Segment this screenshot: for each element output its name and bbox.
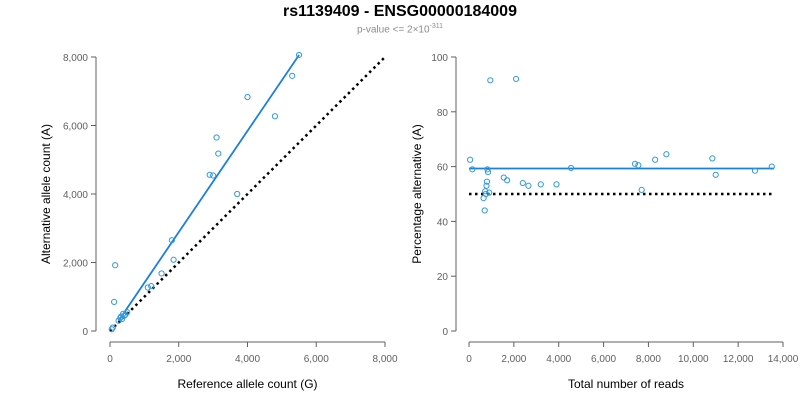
data-point bbox=[170, 256, 177, 263]
data-point bbox=[751, 167, 759, 174]
y-tick-label: 20 bbox=[437, 272, 449, 283]
data-point bbox=[234, 190, 241, 198]
data-point bbox=[513, 75, 520, 83]
data-point bbox=[271, 113, 279, 120]
panel-percentage-alternative: 0 2,000 4,000 6,000 8,000 10,000 12,000 14,000 0… bbox=[410, 53, 799, 391]
x-tick-label: 4,000 bbox=[235, 354, 260, 365]
data-point bbox=[482, 188, 489, 195]
data-point bbox=[483, 178, 491, 185]
data-point bbox=[500, 174, 507, 181]
data-point bbox=[483, 182, 490, 189]
data-point bbox=[631, 160, 639, 167]
x-tick-label: 6,000 bbox=[304, 354, 329, 365]
data-point bbox=[635, 162, 642, 169]
data-point bbox=[206, 171, 213, 178]
data-point bbox=[525, 182, 532, 189]
x-tick-label: 10,000 bbox=[678, 354, 709, 365]
data-point bbox=[467, 156, 474, 163]
data-point bbox=[213, 134, 220, 141]
y-tick-label: 6,000 bbox=[63, 122, 88, 133]
data-point bbox=[519, 179, 526, 187]
data-point bbox=[567, 164, 575, 172]
x-tick-label: 14,000 bbox=[768, 354, 799, 365]
data-point bbox=[210, 172, 217, 179]
y-tick-label: 2,000 bbox=[63, 259, 88, 270]
y-tick-label: 4,000 bbox=[63, 190, 88, 201]
data-point bbox=[712, 171, 719, 178]
data-point bbox=[484, 168, 492, 176]
reference-line bbox=[109, 56, 386, 332]
chart-subtitle: p-value <= 2×10-311 bbox=[0, 23, 800, 35]
data-point bbox=[148, 283, 155, 290]
data-point bbox=[112, 262, 119, 269]
data-point bbox=[482, 190, 489, 198]
y-tick-label: 100 bbox=[431, 53, 448, 64]
x-tick-label: 8,000 bbox=[372, 354, 397, 365]
data-point bbox=[652, 156, 659, 163]
data-point bbox=[481, 207, 488, 214]
x-tick-label: 2,000 bbox=[501, 354, 526, 365]
fit-line bbox=[117, 54, 300, 322]
data-point bbox=[504, 177, 511, 184]
x-tick-label: 4,000 bbox=[546, 354, 571, 365]
data-point bbox=[487, 77, 494, 84]
chart-title: rs1139409 - ENSG00000184009 bbox=[283, 3, 517, 20]
data-point bbox=[469, 166, 476, 173]
p-value-exponent: -311 bbox=[429, 23, 444, 30]
y-tick-label: 0 bbox=[82, 327, 88, 338]
data-point bbox=[663, 151, 670, 158]
data-point bbox=[484, 166, 491, 173]
data-point bbox=[295, 51, 303, 59]
x-tick-label: 0 bbox=[466, 354, 472, 365]
x-tick-label: 0 bbox=[107, 354, 113, 365]
x-tick-label: 12,000 bbox=[723, 354, 754, 365]
y-axis-title: Percentage alternative (A) bbox=[410, 124, 424, 263]
x-axis-title: Reference allele count (G) bbox=[177, 377, 317, 391]
data-point bbox=[158, 270, 165, 277]
y-tick-label: 8,000 bbox=[63, 53, 88, 64]
p-value-text: p-value <= 2×10 bbox=[356, 24, 430, 36]
x-tick-label: 8,000 bbox=[636, 354, 661, 365]
data-point bbox=[638, 186, 645, 193]
y-tick-label: 40 bbox=[437, 217, 449, 228]
data-point bbox=[486, 189, 493, 196]
y-tick-label: 60 bbox=[437, 163, 449, 174]
x-tick-label: 6,000 bbox=[591, 354, 616, 365]
data-point bbox=[168, 237, 175, 244]
data-point bbox=[537, 181, 544, 188]
data-point bbox=[244, 93, 251, 101]
data-point bbox=[289, 72, 296, 79]
data-point bbox=[768, 163, 775, 170]
x-tick-label: 2,000 bbox=[166, 354, 191, 365]
y-tick-label: 0 bbox=[442, 327, 448, 338]
x-axis-title: Total number of reads bbox=[568, 377, 684, 391]
data-point bbox=[109, 324, 116, 331]
data-point bbox=[709, 155, 716, 162]
data-point bbox=[124, 309, 131, 316]
y-axis-title: Alternative allele count (A) bbox=[39, 124, 53, 264]
y-tick-label: 80 bbox=[437, 108, 449, 119]
data-point bbox=[144, 284, 151, 291]
data-point bbox=[111, 298, 118, 305]
data-point bbox=[215, 150, 222, 157]
panel-allele-counts: 0 2,000 4,000 6,000 8,000 0 2,000 4,000 6,000 8,0… bbox=[39, 51, 398, 391]
data-point bbox=[553, 181, 560, 188]
